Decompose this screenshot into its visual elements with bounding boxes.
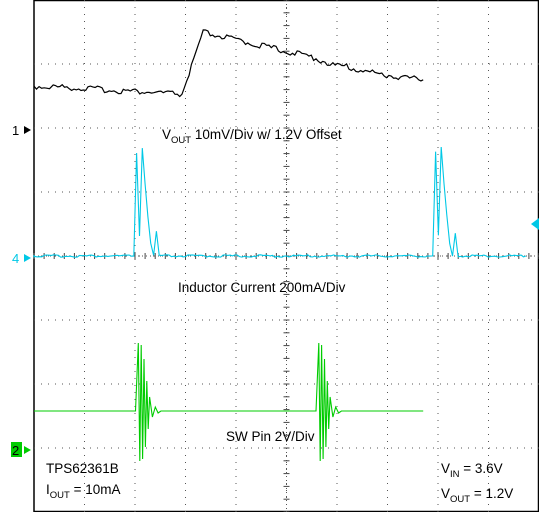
vout-trace-label: VOUT 10mV/Div w/ 1.2V Offset	[162, 127, 342, 146]
channel-marker-arrow	[24, 254, 31, 262]
trace-ch2	[34, 342, 424, 462]
inductor-current-label: Inductor Current 200mA/Div	[178, 280, 346, 295]
sw-pin-label: SW Pin 2V/Div	[226, 429, 315, 444]
vout-set-label: VOUT = 1.2V	[441, 486, 513, 505]
trigger-level-marker	[531, 218, 539, 230]
iout-label: IOUT = 10mA	[46, 482, 120, 501]
trace-ch4	[33, 146, 527, 258]
trace-ch1	[33, 29, 424, 98]
channel-markers: 1 4 2	[11, 123, 539, 458]
channel-marker-arrow	[24, 446, 31, 454]
vin-label: VIN = 3.6V	[441, 461, 503, 480]
channel-marker-label: 4	[12, 251, 19, 266]
channel-marker-label: 2	[12, 443, 19, 458]
channel-marker-label: 1	[12, 123, 19, 138]
channel-marker-box	[11, 442, 22, 457]
channel-marker-arrow	[24, 126, 31, 134]
part-number-label: TPS62361B	[46, 461, 119, 476]
scope-traces	[33, 29, 527, 462]
